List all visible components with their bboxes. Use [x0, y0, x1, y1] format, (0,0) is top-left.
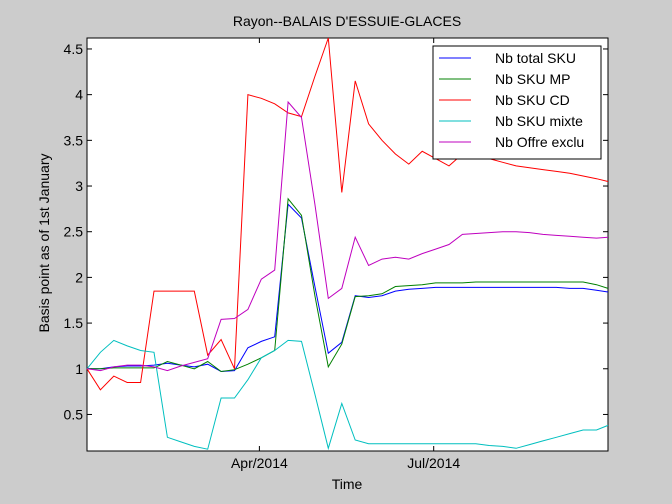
x-tick-label: Apr/2014 [231, 455, 288, 471]
series-line [86, 100, 609, 372]
y-tick-label: 1.5 [64, 315, 84, 331]
y-tick-label: 0.5 [64, 406, 84, 422]
series-lines [86, 37, 609, 451]
series-line [86, 37, 609, 391]
x-tick-label: Jul/2014 [407, 455, 460, 471]
legend-label: Nb SKU MP [495, 71, 570, 87]
legend: Nb total SKU Nb SKU MP Nb SKU CD Nb SKU mix… [432, 45, 602, 160]
y-tick-label: 2.5 [64, 224, 84, 240]
legend-label: Nb total SKU [495, 50, 576, 66]
axis-ticks: 0.5 1 1.5 2 2.5 3 3.5 4 4.5 Apr/2014 Jul/2014 [64, 38, 608, 471]
chart-title: Rayon--BALAIS D'ESSUIE-GLACES [233, 13, 461, 29]
series-line [86, 339, 609, 451]
series-line [87, 197, 609, 373]
x-axis-label: Time [332, 476, 363, 492]
y-tick-label: 4.5 [64, 41, 84, 57]
y-tick-label: 4 [75, 87, 83, 103]
legend-label: Nb SKU mixte [495, 113, 583, 129]
legend-label: Nb Offre exclu [495, 134, 584, 150]
y-tick-label: 1 [75, 361, 83, 377]
y-axis-label: Basis point as of 1st January [36, 154, 52, 333]
y-tick-label: 2 [75, 269, 83, 285]
y-tick-label: 3 [75, 178, 83, 194]
legend-label: Nb SKU CD [495, 92, 570, 108]
y-tick-label: 3.5 [64, 132, 84, 148]
legend-box [432, 45, 602, 160]
